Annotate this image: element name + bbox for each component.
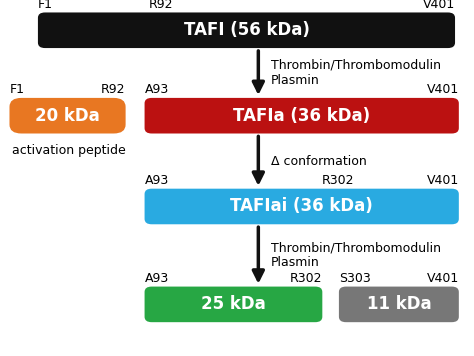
Text: R92: R92 (148, 0, 173, 11)
Text: F1: F1 (38, 0, 53, 11)
Text: A93: A93 (145, 174, 169, 187)
Text: V401: V401 (427, 83, 459, 96)
Text: TAFI (56 kDa): TAFI (56 kDa) (183, 21, 310, 39)
Text: S303: S303 (339, 272, 371, 285)
Text: R302: R302 (322, 174, 355, 187)
Text: activation peptide: activation peptide (12, 144, 126, 157)
Text: F1: F1 (9, 83, 25, 96)
Text: 25 kDa: 25 kDa (201, 295, 266, 313)
Text: TAFIai (36 kDa): TAFIai (36 kDa) (230, 198, 373, 215)
FancyBboxPatch shape (38, 12, 455, 48)
Text: R302: R302 (290, 272, 322, 285)
FancyBboxPatch shape (145, 98, 459, 134)
Text: Δ conformation: Δ conformation (271, 155, 367, 168)
Text: Thrombin/Thrombomodulin
Plasmin: Thrombin/Thrombomodulin Plasmin (271, 59, 441, 87)
Text: Thrombin/Thrombomodulin
Plasmin: Thrombin/Thrombomodulin Plasmin (271, 241, 441, 269)
FancyBboxPatch shape (145, 189, 459, 224)
Text: TAFIa (36 kDa): TAFIa (36 kDa) (233, 107, 370, 125)
Text: V401: V401 (423, 0, 455, 11)
FancyBboxPatch shape (339, 287, 459, 322)
Text: V401: V401 (427, 272, 459, 285)
FancyBboxPatch shape (9, 98, 126, 134)
FancyBboxPatch shape (145, 287, 322, 322)
Text: 11 kDa: 11 kDa (366, 295, 431, 313)
Text: 20 kDa: 20 kDa (35, 107, 100, 125)
Text: V401: V401 (427, 174, 459, 187)
Text: A93: A93 (145, 272, 169, 285)
Text: R92: R92 (101, 83, 126, 96)
Text: A93: A93 (145, 83, 169, 96)
